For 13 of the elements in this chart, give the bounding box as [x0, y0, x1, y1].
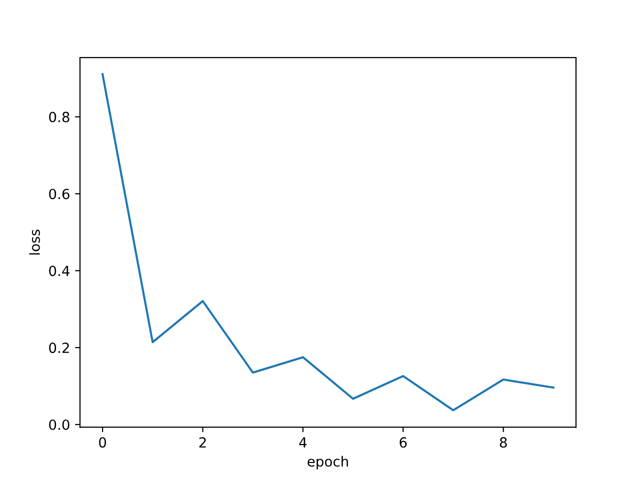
x-tick-label: 6: [400, 437, 407, 448]
y-axis-title: loss: [29, 230, 40, 255]
y-tick-label: 0.4: [49, 266, 70, 276]
x-axis-title: epoch: [308, 456, 348, 470]
x-tick-label: 8: [500, 437, 507, 448]
y-tick-label: 0.6: [49, 188, 70, 200]
y-tick-label: 0.2: [49, 342, 69, 354]
line-series: [102, 73, 554, 412]
y-tick-label: 0.8: [49, 112, 70, 122]
y-tick-label: 0.0: [49, 419, 70, 430]
x-tick-label: 2: [199, 437, 206, 448]
x-tick-label: 0: [99, 437, 106, 448]
x-tick-label: 4: [299, 437, 307, 448]
